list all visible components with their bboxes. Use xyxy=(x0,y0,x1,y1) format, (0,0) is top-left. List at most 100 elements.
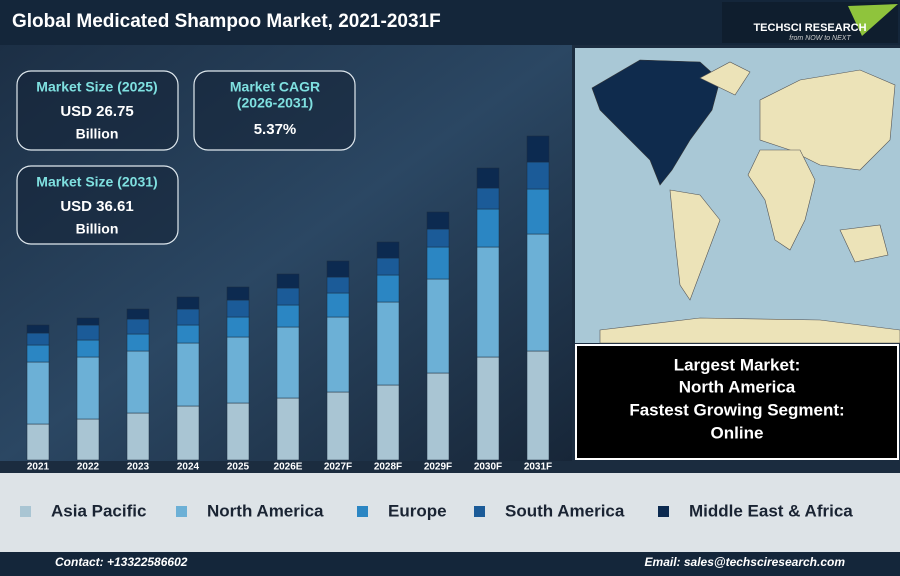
kpi-card xyxy=(16,70,179,151)
bar-segment xyxy=(226,316,250,338)
bar-segment xyxy=(26,361,50,425)
legend-swatch xyxy=(176,506,187,517)
bar-segment xyxy=(476,246,500,358)
bar-segment xyxy=(176,342,200,407)
bar-segment xyxy=(126,333,150,352)
bar-segment xyxy=(426,246,450,280)
x-tick-label: 2029F xyxy=(424,462,452,473)
x-tick-label: 2021 xyxy=(27,462,50,473)
bar-segment xyxy=(76,339,100,358)
bar-segment xyxy=(326,391,350,461)
bar-segment xyxy=(376,241,400,259)
bar-segment xyxy=(26,344,50,363)
logo-mark xyxy=(848,4,898,36)
bar-segment xyxy=(76,418,100,461)
x-tick-label: 2022 xyxy=(77,462,100,473)
antarctica xyxy=(599,317,900,344)
footer-email: Email: sales@techsciresearch.com xyxy=(645,555,846,569)
kpi-value: USD 36.61 xyxy=(60,198,133,215)
bar-segment xyxy=(526,350,550,461)
kpi-label: Market Size (2031) xyxy=(36,174,157,190)
bar-segment xyxy=(426,228,450,248)
bar-segment xyxy=(76,317,100,326)
title: Global Medicated Shampoo Market, 2021-20… xyxy=(12,11,441,32)
bar-segment xyxy=(176,308,200,326)
x-tick-label: 2026E xyxy=(274,462,303,473)
bar-segment xyxy=(26,332,50,346)
kpi-label: (2026-2031) xyxy=(237,95,313,111)
x-tick-label: 2023 xyxy=(127,462,150,473)
bar-segment xyxy=(226,286,250,301)
north-america xyxy=(591,59,721,186)
info-line: Online xyxy=(711,423,764,442)
bar-segment xyxy=(226,336,250,404)
bar-segment xyxy=(376,301,400,386)
legend-swatch xyxy=(658,506,669,517)
bar-segment xyxy=(176,296,200,310)
x-tick-label: 2028F xyxy=(374,462,402,473)
x-tick-label: 2030F xyxy=(474,462,502,473)
africa xyxy=(747,149,816,251)
bar-segment xyxy=(376,257,400,276)
bar-segment xyxy=(176,405,200,461)
kpi-card xyxy=(16,165,179,245)
greenland xyxy=(699,61,751,96)
bar-segment xyxy=(126,412,150,461)
bar-segment xyxy=(226,299,250,318)
eurasia xyxy=(759,69,896,171)
info-box xyxy=(575,344,899,460)
x-tick-label: 2025 xyxy=(227,462,250,473)
legend-swatch xyxy=(20,506,31,517)
kpi-unit: Billion xyxy=(76,221,119,237)
footer-bar xyxy=(0,552,900,576)
axis-band xyxy=(0,461,900,473)
bar-segment xyxy=(426,278,450,374)
bar-segment xyxy=(126,318,150,335)
bar-segment xyxy=(526,161,550,190)
bar-segment xyxy=(526,188,550,235)
bar-segment xyxy=(526,233,550,352)
bar-segment xyxy=(326,276,350,294)
footer-contact: Contact: +13322586602 xyxy=(55,555,188,569)
kpi-card xyxy=(193,70,356,151)
kpi-value: USD 26.75 xyxy=(60,103,133,120)
legend-band xyxy=(0,473,900,552)
legend-swatch xyxy=(474,506,485,517)
legend-label: Asia Pacific xyxy=(51,501,146,520)
bar-segment xyxy=(76,356,100,420)
bar-segment xyxy=(76,324,100,341)
x-tick-label: 2027F xyxy=(324,462,352,473)
bar-segment xyxy=(276,326,300,399)
bar-segment xyxy=(276,273,300,289)
bar-segment xyxy=(426,372,450,461)
x-tick-label: 2031F xyxy=(524,462,552,473)
bar-segment xyxy=(126,308,150,320)
info-line: Fastest Growing Segment: xyxy=(629,400,844,419)
map xyxy=(575,48,900,344)
australia xyxy=(839,224,889,263)
bar-segment xyxy=(126,350,150,414)
south-america xyxy=(669,189,721,301)
bar-segment xyxy=(476,167,500,189)
info-line: North America xyxy=(679,377,796,396)
tagline: from NOW to NEXT xyxy=(789,35,851,42)
legend-label: North America xyxy=(207,501,324,520)
bar-segment xyxy=(476,356,500,461)
bar-segment xyxy=(276,287,300,306)
kpi-label: Market Size (2025) xyxy=(36,79,157,95)
legend-label: Europe xyxy=(388,501,447,520)
bar-segment xyxy=(476,208,500,248)
legend-label: Middle East & Africa xyxy=(689,501,853,520)
bar-segment xyxy=(326,292,350,318)
kpi-value: 5.37% xyxy=(254,121,297,138)
bar-segment xyxy=(276,304,300,328)
bar-segment xyxy=(276,397,300,461)
bar-segment xyxy=(176,324,200,344)
bar-segment xyxy=(526,135,550,163)
info-line: Largest Market: xyxy=(674,355,801,374)
bar-segment xyxy=(326,316,350,393)
bar-segment xyxy=(476,187,500,210)
logo: TECHSCI RESEARCH xyxy=(753,22,866,34)
kpi-unit: Billion xyxy=(76,126,119,142)
